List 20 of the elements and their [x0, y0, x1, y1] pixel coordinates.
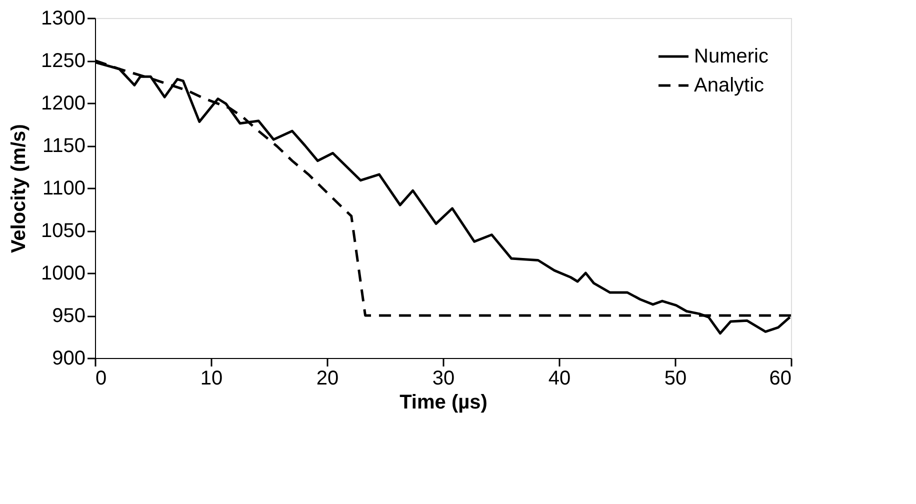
- y-axis-title: Velocity (m/s): [8, 124, 30, 253]
- x-tick-label: 40: [548, 368, 571, 390]
- x-tick-label: 30: [432, 368, 455, 390]
- x-tick-label: 60: [769, 368, 792, 390]
- x-tick-label: 20: [316, 368, 339, 390]
- legend-label: Analytic: [694, 74, 764, 96]
- y-tick-label: 900: [52, 348, 86, 370]
- y-tick-label: 1050: [41, 220, 86, 242]
- y-tick-label: 950: [52, 305, 86, 327]
- y-tick-label: 1300: [41, 8, 86, 30]
- legend-label: Numeric: [694, 46, 768, 68]
- y-tick-label: 1200: [41, 92, 86, 114]
- x-axis-title: Time (µs): [400, 392, 488, 414]
- y-tick-label: 1100: [42, 178, 86, 200]
- x-tick-label: 10: [200, 368, 223, 390]
- y-tick-label: 1150: [42, 135, 86, 157]
- y-tick-label: 1000: [41, 262, 86, 284]
- x-tick-label: 50: [664, 368, 687, 390]
- y-tick-label: 1250: [41, 50, 86, 72]
- x-tick-label: 0: [96, 368, 107, 390]
